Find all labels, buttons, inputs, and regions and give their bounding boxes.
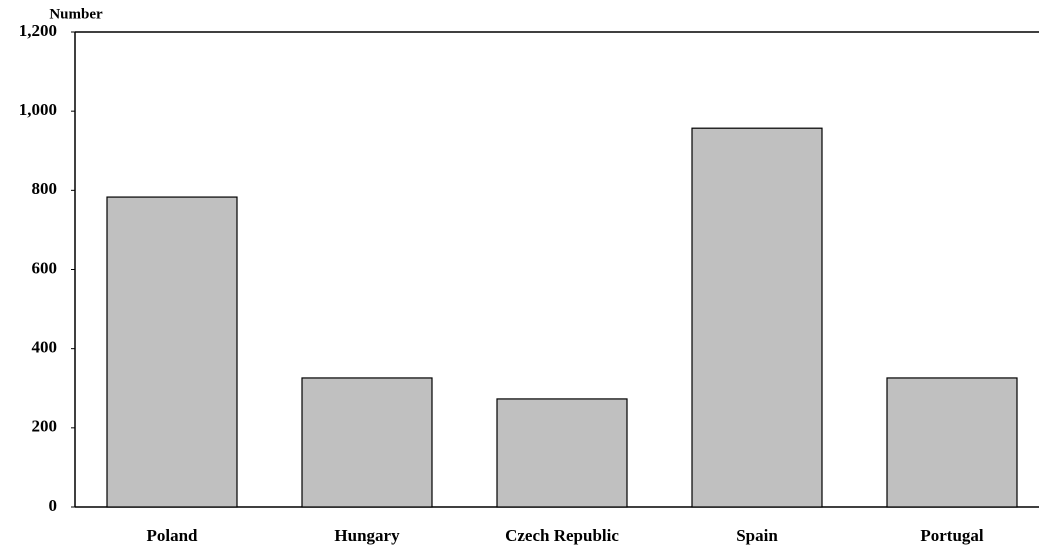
bar (691, 127, 823, 508)
x-tick-label: Czech Republic (505, 526, 619, 545)
y-tick-label: 0 (49, 496, 58, 515)
y-tick-label: 400 (32, 338, 58, 357)
x-tick-label: Spain (736, 526, 778, 545)
y-tick-label: 200 (32, 417, 58, 436)
x-tick-label: Hungary (334, 526, 400, 545)
bar (886, 377, 1018, 508)
y-tick-label: 800 (32, 179, 58, 198)
x-tick-label: Poland (146, 526, 198, 545)
y-axis-label: Number (49, 6, 103, 22)
bar (106, 196, 238, 508)
bar (496, 398, 628, 508)
y-tick-label: 600 (32, 258, 58, 277)
bar (301, 377, 433, 508)
y-tick-label: 1,000 (19, 100, 57, 119)
y-tick-label: 1,200 (19, 21, 57, 40)
x-tick-label: Portugal (920, 526, 984, 545)
